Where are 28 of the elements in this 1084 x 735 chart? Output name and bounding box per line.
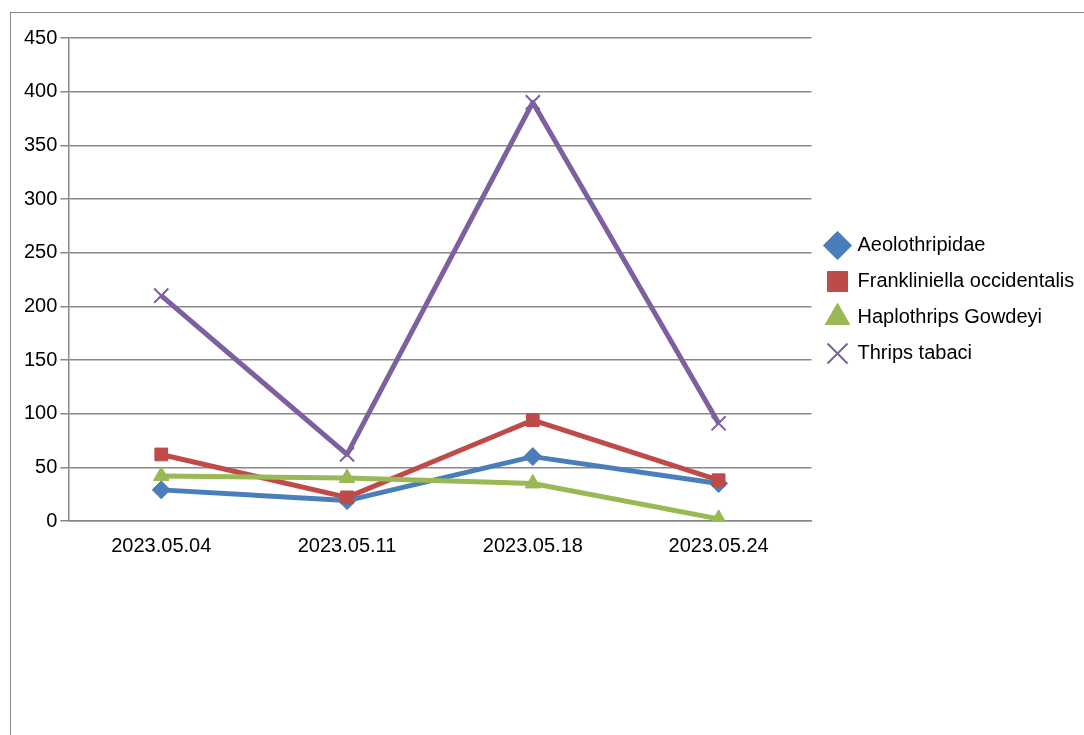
x-tick-label: 2023.05.11 — [297, 533, 397, 556]
point — [523, 447, 543, 467]
legend-label: Frankliniella occidentalis — [857, 269, 1075, 292]
y-tick-label: 0 — [46, 508, 58, 531]
point — [340, 490, 354, 505]
point — [151, 480, 171, 500]
y-tick-label: 350 — [23, 132, 58, 155]
y-tick-label: 50 — [35, 454, 58, 477]
y-tick-label: 200 — [23, 293, 58, 316]
point — [153, 287, 170, 304]
y-tick-label: 400 — [23, 79, 58, 102]
legend-label: Haplothrips Gowdeyi — [857, 305, 1043, 328]
legend-label: Thrips tabaci — [857, 341, 972, 364]
point — [524, 94, 541, 111]
x-tick-label: 2023.05.18 — [482, 533, 583, 556]
point — [711, 473, 726, 488]
legend-label: Aeolothripidae — [857, 233, 986, 256]
x-tick-label: 2023.05.04 — [111, 533, 212, 556]
y-tick-label: 250 — [23, 240, 58, 263]
point — [710, 415, 727, 432]
point — [525, 413, 540, 427]
y-tick-label: 150 — [23, 347, 58, 370]
y-tick-label: 450 — [23, 25, 58, 48]
point — [338, 446, 356, 463]
x-tick-label: 2023.05.24 — [668, 533, 769, 556]
y-tick-label: 100 — [23, 401, 58, 424]
y-tick-label: 300 — [23, 186, 58, 209]
point — [154, 447, 169, 462]
